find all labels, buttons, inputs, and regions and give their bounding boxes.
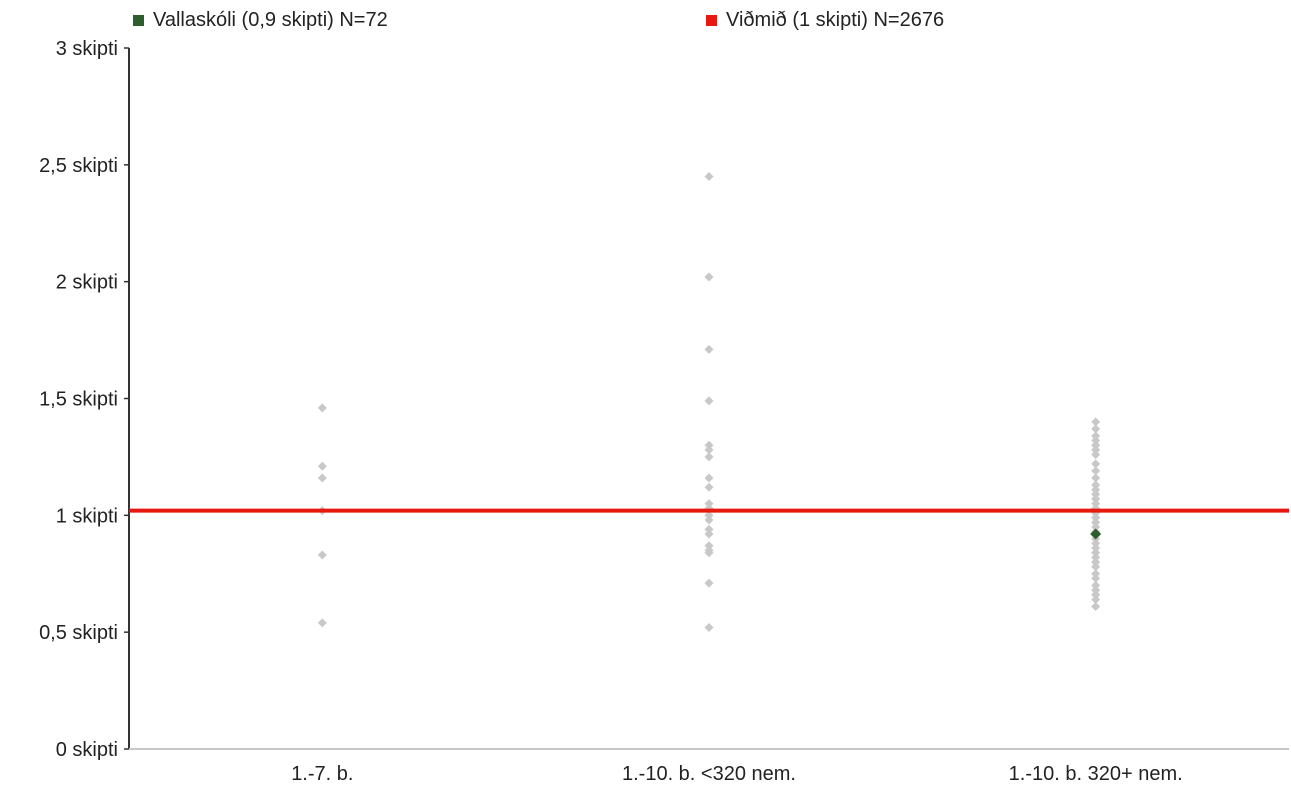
comparison-school-point xyxy=(704,548,714,558)
comparison-school-point xyxy=(704,578,714,588)
comparison-school-point xyxy=(317,461,327,471)
comparison-school-point xyxy=(704,445,714,455)
y-tick-label: 0 skipti xyxy=(56,739,118,761)
comparison-school-point xyxy=(1091,494,1101,504)
legend-item-reference: Viðmið (1 skipti) N=2676 xyxy=(706,9,944,32)
comparison-school-point xyxy=(1091,445,1101,455)
comparison-school-point xyxy=(1091,562,1101,572)
comparison-school-point xyxy=(1091,436,1101,446)
comparison-school-point xyxy=(1091,522,1101,532)
comparison-school-point xyxy=(317,550,327,560)
comparison-school-point xyxy=(1091,601,1101,611)
comparison-school-point xyxy=(704,510,714,520)
comparison-school-point xyxy=(1091,417,1101,427)
comparison-school-point xyxy=(1091,466,1101,476)
comparison-school-point xyxy=(1091,499,1101,509)
y-tick-label: 2 skipti xyxy=(56,272,118,294)
comparison-school-point xyxy=(704,172,714,182)
comparison-school-point xyxy=(1091,585,1101,595)
comparison-school-point xyxy=(1091,489,1101,499)
comparison-school-point xyxy=(1091,552,1101,562)
comparison-school-point xyxy=(317,403,327,413)
comparison-school-point xyxy=(1091,594,1101,604)
legend-label-school: Vallaskóli (0,9 skipti) N=72 xyxy=(153,9,388,31)
comparison-school-point xyxy=(1091,543,1101,553)
y-tick-label: 3 skipti xyxy=(56,38,118,60)
comparison-school-point xyxy=(704,473,714,483)
comparison-school-point xyxy=(1091,548,1101,558)
comparison-school-point xyxy=(1091,569,1101,579)
y-tick-label: 2,5 skipti xyxy=(39,155,118,177)
comparison-school-point xyxy=(704,499,714,509)
comparison-school-point xyxy=(704,524,714,534)
comparison-school-point xyxy=(704,482,714,492)
comparison-school-point xyxy=(704,272,714,282)
y-tick-label: 1 skipti xyxy=(56,505,118,527)
axes: 0 skipti 0,5 skipti 1 skipti 1,5 skipti 2 sk… xyxy=(39,38,1289,785)
comparison-school-point xyxy=(1091,538,1101,548)
comparison-school-point xyxy=(704,541,714,551)
x-tick-label: 1.-10. b. 320+ nem. xyxy=(1009,763,1183,785)
comparison-school-point xyxy=(1091,573,1101,583)
legend-label-reference: Viðmið (1 skipti) N=2676 xyxy=(726,9,945,31)
comparison-school-point xyxy=(1091,450,1101,460)
comparison-school-point xyxy=(1091,424,1101,434)
comparison-school-point xyxy=(1091,480,1101,490)
x-tick-label: 1.-10. b. <320 nem. xyxy=(622,763,796,785)
comparison-school-point xyxy=(704,452,714,462)
legend-swatch-reference xyxy=(706,15,717,26)
comparison-school-point xyxy=(1091,517,1101,527)
comparison-school-point xyxy=(1091,590,1101,600)
comparison-school-point xyxy=(317,618,327,628)
data-points xyxy=(317,172,1101,632)
comparison-school-point xyxy=(704,515,714,525)
comparison-school-point xyxy=(1091,459,1101,469)
comparison-school-point xyxy=(1091,485,1101,495)
comparison-school-point xyxy=(704,622,714,632)
comparison-school-point xyxy=(704,344,714,354)
comparison-school-point xyxy=(1091,440,1101,450)
comparison-school-point xyxy=(704,529,714,539)
comparison-school-point xyxy=(1091,580,1101,590)
comparison-school-point xyxy=(1091,513,1101,523)
comparison-school-point xyxy=(1091,431,1101,441)
y-tick-label: 0,5 skipti xyxy=(39,622,118,644)
legend-swatch-school xyxy=(133,15,144,26)
comparison-school-point xyxy=(1091,473,1101,483)
comparison-school-point xyxy=(1091,557,1101,567)
comparison-school-point xyxy=(317,473,327,483)
y-tick-label: 1,5 skipti xyxy=(39,389,118,411)
x-tick-label: 1.-7. b. xyxy=(291,763,353,785)
school-point xyxy=(1090,528,1102,540)
highlight-layer xyxy=(1090,528,1102,540)
legend-item-school: Vallaskóli (0,9 skipti) N=72 xyxy=(133,9,388,32)
comparison-school-point xyxy=(704,396,714,406)
comparison-school-point xyxy=(704,440,714,450)
